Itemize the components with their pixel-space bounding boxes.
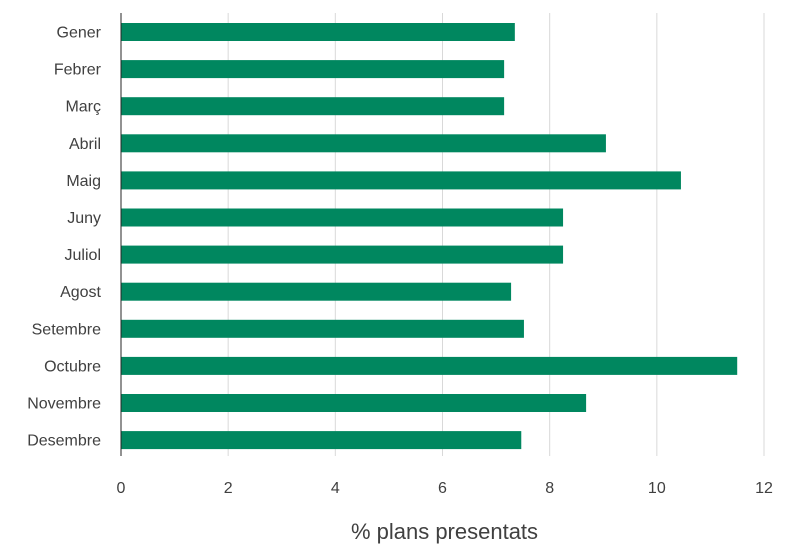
category-label: Febrer [54,62,102,79]
category-label: Juliol [65,247,101,264]
category-label: Octubre [44,358,101,375]
bar [121,356,738,375]
category-label: Març [65,99,101,116]
x-tick-label: 6 [438,480,447,497]
bars [121,23,738,450]
x-tick-label: 10 [648,480,666,497]
category-label: Abril [69,136,101,153]
bar [121,282,512,301]
category-label: Setembre [32,321,101,338]
x-tick-label: 0 [117,480,126,497]
bar [121,23,515,41]
bar [121,208,564,227]
category-labels: Gener Febrer Març Abril Maig Juny Juliol Agost S… [27,25,101,450]
x-tick-label: 4 [331,480,340,497]
bar [121,60,505,79]
bar [121,171,681,190]
x-tick-label: 8 [545,480,554,497]
bar [121,394,587,412]
category-label: Novembre [27,396,101,413]
x-tick-labels: 0 2 4 6 8 10 12 [117,480,773,497]
bar [121,319,524,338]
x-axis-title: % plans presentats [351,519,538,544]
gridlines [227,13,765,456]
bar [121,97,505,116]
category-label: Juny [67,210,101,227]
bar [121,431,522,450]
category-label: Maig [66,173,101,190]
category-label: Gener [57,25,102,42]
bar [121,134,606,153]
bar [121,245,564,264]
x-tick-label: 12 [755,480,773,497]
category-label: Desembre [27,433,101,450]
category-label: Agost [60,284,101,301]
x-tick-label: 2 [224,480,233,497]
